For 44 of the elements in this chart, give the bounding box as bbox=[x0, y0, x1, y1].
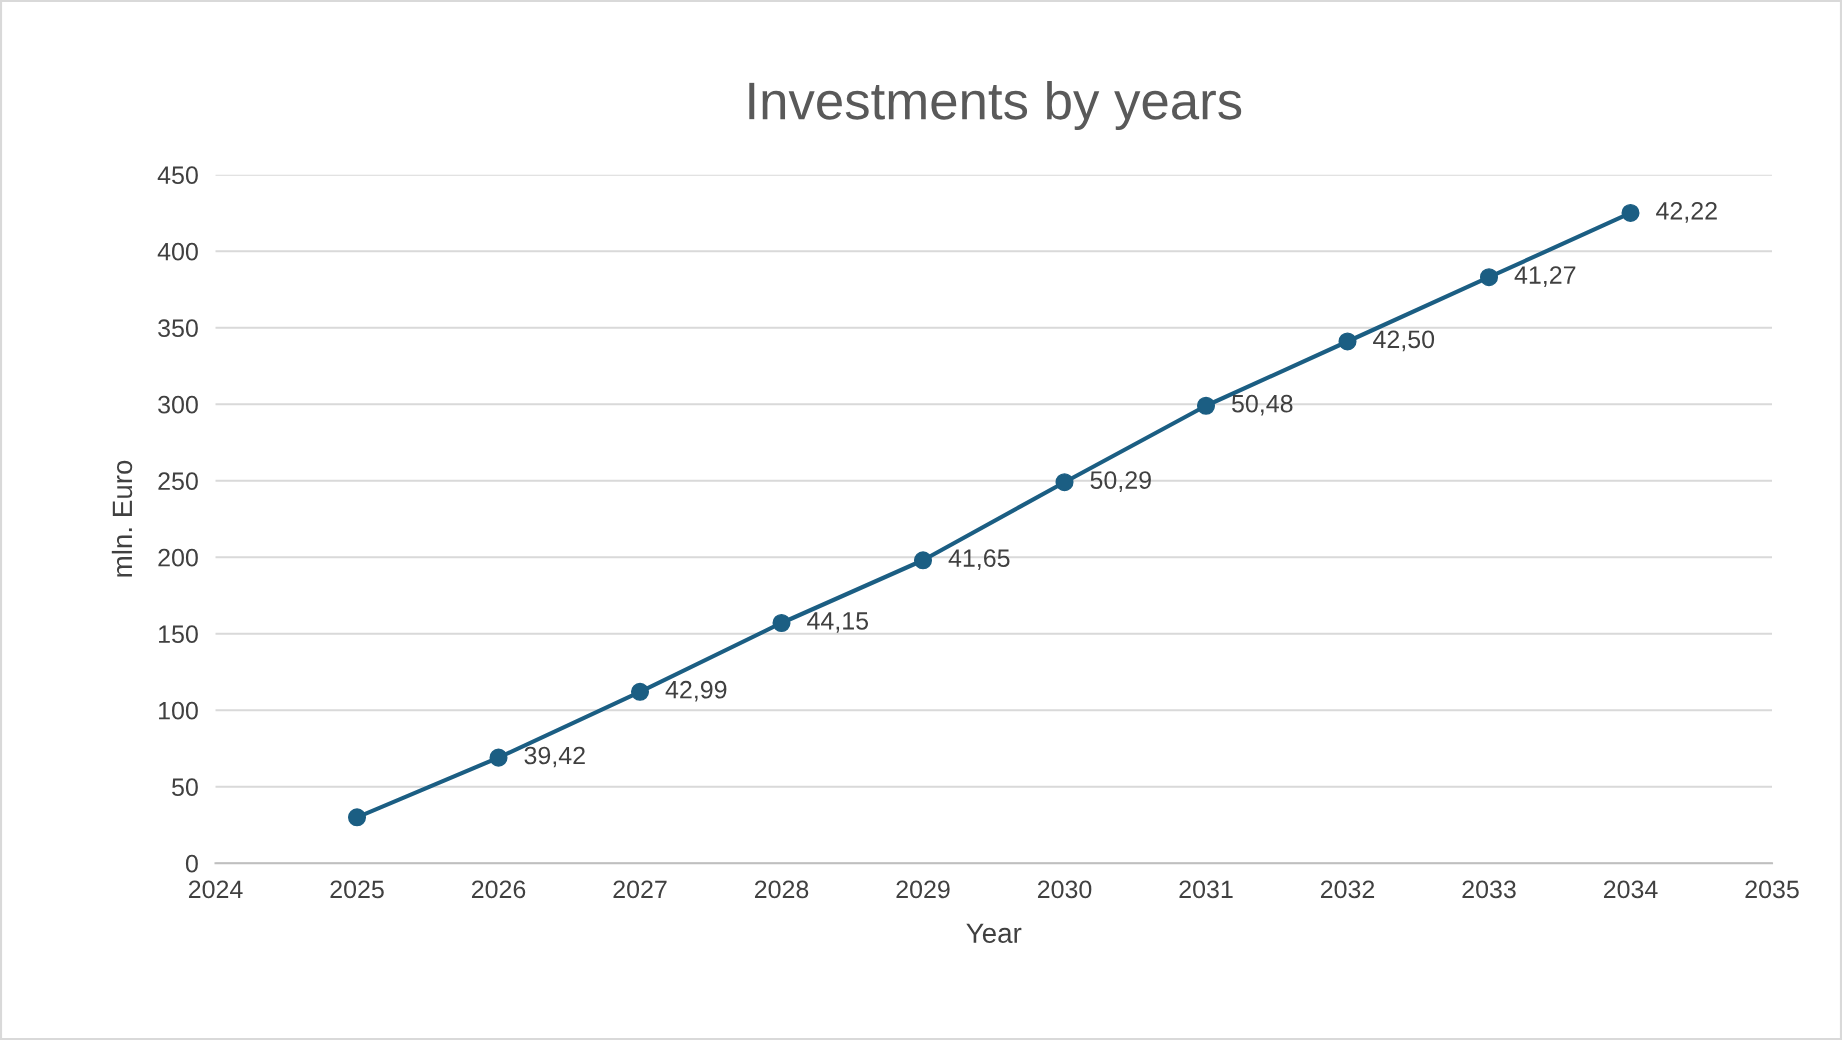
x-axis-title: Year bbox=[966, 923, 1022, 944]
annotation: 41,27 bbox=[1514, 266, 1576, 287]
y-tick-label: 200 bbox=[158, 548, 198, 567]
annotation: 39,42 bbox=[524, 746, 585, 768]
x-tick-label: 2027 bbox=[613, 880, 667, 899]
y-tick-label: 100 bbox=[159, 701, 198, 720]
point bbox=[489, 748, 508, 767]
y-tick-label: 250 bbox=[158, 472, 198, 491]
point bbox=[1196, 396, 1216, 415]
annotation: 42,22 bbox=[1656, 201, 1717, 223]
y-tick-label: 150 bbox=[159, 625, 198, 644]
point bbox=[772, 613, 791, 633]
y-tick-label: 350 bbox=[158, 319, 198, 338]
point bbox=[630, 682, 650, 701]
point bbox=[347, 808, 367, 827]
y-tick-label: 0 bbox=[185, 854, 198, 873]
x-tick-label: 2028 bbox=[754, 880, 809, 899]
x-tick-label: 2035 bbox=[1745, 880, 1799, 899]
y-tick-label: 400 bbox=[157, 242, 198, 261]
y-tick-label: 300 bbox=[158, 395, 198, 414]
annotation: 41,65 bbox=[948, 549, 1010, 570]
annotation: 42,99 bbox=[665, 680, 727, 702]
chart-title: Investments by years bbox=[749, 80, 1242, 131]
x-tick-label: 2034 bbox=[1603, 880, 1658, 899]
point bbox=[1621, 203, 1640, 222]
y-tick-label: 50 bbox=[172, 778, 198, 797]
x-tick-label: 2031 bbox=[1179, 880, 1233, 899]
x-tick-label: 2025 bbox=[330, 880, 384, 899]
point bbox=[1338, 332, 1357, 351]
y-axis-title: mln. Euro bbox=[111, 460, 133, 577]
x-tick-label: 2024 bbox=[188, 880, 243, 899]
point bbox=[1479, 268, 1499, 287]
x-tick-label: 2029 bbox=[896, 880, 950, 899]
x-tick-label: 2030 bbox=[1037, 880, 1092, 899]
annotation: 50,48 bbox=[1232, 394, 1293, 416]
x-tick-label: 2032 bbox=[1320, 880, 1375, 899]
annotation: 42,50 bbox=[1373, 330, 1435, 352]
point bbox=[1055, 473, 1074, 492]
annotation: 50,29 bbox=[1090, 471, 1151, 492]
x-tick-label: 2026 bbox=[471, 880, 526, 899]
x-tick-label: 2033 bbox=[1462, 880, 1516, 899]
y-tick-label: 450 bbox=[157, 166, 198, 185]
annotation: 44,15 bbox=[807, 612, 869, 633]
point bbox=[913, 551, 933, 570]
